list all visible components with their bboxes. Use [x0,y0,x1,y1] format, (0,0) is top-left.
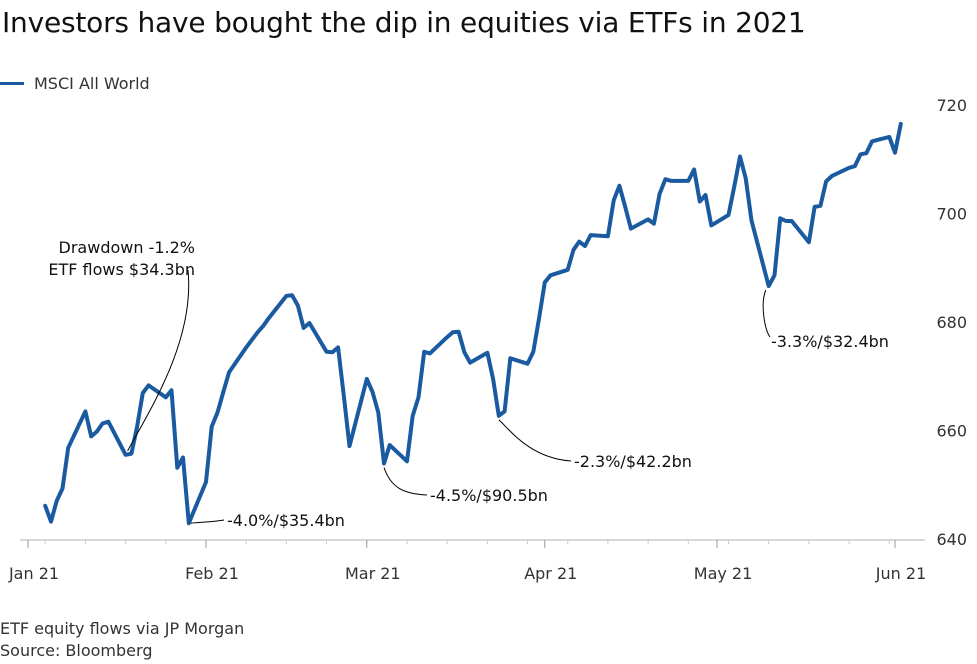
annotation-label: -4.0%/$35.4bn [227,511,345,530]
x-tick-label: Jan 21 [8,564,59,583]
x-tick-label: Jun 21 [875,564,926,583]
annotation-label: -2.3%/$42.2bn [574,452,692,471]
y-tick-label: 680 [936,313,967,332]
series-line-msci-all-world [43,121,903,526]
legend-swatch [0,81,24,85]
y-tick-label: 640 [936,530,967,549]
footnote-source: Source: Bloomberg [0,641,153,660]
annotation-leader-line [127,269,190,452]
x-tick-label: Feb 21 [185,564,239,583]
x-tick-label: May 21 [694,564,753,583]
annotation-leader-line [762,289,771,338]
chart-title: Investors have bought the dip in equitie… [2,6,806,39]
annotation-leader-line [190,519,225,524]
footnote-note: ETF equity flows via JP Morgan [0,619,245,638]
annotation-leader-line [498,419,572,462]
x-tick-label: Apr 21 [524,564,577,583]
legend-label: MSCI All World [34,73,150,93]
x-tick-label: Mar 21 [345,564,401,583]
annotation-label: Drawdown -1.2% [59,238,195,257]
y-tick-label: 660 [936,422,967,441]
legend: MSCI All World [0,73,150,93]
annotation-label: ETF flows $34.3bn [48,260,195,279]
annotation-leader-line [383,467,428,496]
annotation-label: -4.5%/$90.5bn [430,486,548,505]
y-tick-label: 700 [936,205,967,224]
y-tick-label: 720 [936,96,967,115]
annotation-label: -3.3%/$32.4bn [771,332,889,351]
